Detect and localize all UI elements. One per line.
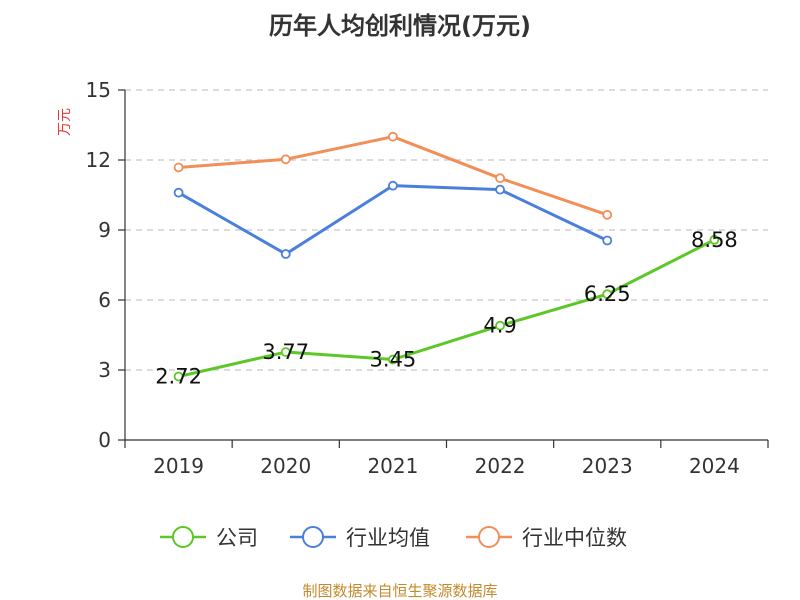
data-point[interactable] [495,320,505,331]
series-3 [173,131,613,220]
data-label: 6.25 [584,282,631,306]
y-tick-label: 15 [86,78,111,102]
series-line [177,184,609,256]
legend-label: 公司 [216,526,258,550]
legend: 公司 行业均值 行业中位数 [160,526,627,550]
legend-item[interactable]: 行业中位数 [466,526,627,550]
x-tick-label: 2020 [260,454,311,478]
data-point[interactable] [388,180,398,191]
data-point[interactable] [602,289,613,300]
data-point[interactable] [280,347,291,357]
y-axis-label: 万元 [57,108,73,136]
series-line [177,238,716,379]
data-labels: 2.72 3.77 3.45 4.9 6.25 8.58 [155,228,738,389]
grid-lines [125,89,768,371]
legend-label: 行业中位数 [522,526,627,550]
data-point[interactable] [495,184,505,195]
x-tick-label: 2022 [475,454,526,478]
legend-item[interactable]: 行业均值 [290,526,430,550]
data-point[interactable] [173,187,184,198]
series-2 [173,180,613,259]
legend-circle-marker [172,526,194,548]
x-tick-label: 2021 [367,454,418,478]
y-tick-label: 3 [98,358,111,382]
data-point[interactable] [602,209,613,220]
data-label: 3.45 [370,348,417,372]
data-label: 3.77 [262,340,309,364]
series-line [177,135,609,217]
data-point[interactable] [388,354,398,365]
series-1 [173,234,720,382]
data-point[interactable] [495,173,505,184]
data-point[interactable] [388,131,398,142]
legend-item[interactable]: 公司 [160,526,258,550]
data-point[interactable] [173,371,184,382]
legend-label: 行业均值 [346,526,430,550]
legend-circle-marker [302,526,324,548]
x-tick-label: 2024 [689,454,740,478]
y-tick-label: 0 [98,428,111,452]
legend-circle-marker [478,526,500,548]
x-tick-label: 2019 [153,454,204,478]
data-label: 4.9 [483,314,516,338]
data-label: 2.72 [155,365,202,389]
data-point[interactable] [280,249,291,259]
footer-source-text: 制图数据来自恒生聚源数据库 [302,582,497,600]
y-tick-label: 9 [98,218,111,242]
y-tick-label: 6 [98,288,111,312]
axes: 0 3 6 9 12 15 2019 2020 2021 2022 2023 2024 [86,78,769,478]
series-group [173,131,720,382]
chart-title: 历年人均创利情况(万元) [269,12,531,40]
data-point[interactable] [280,154,291,165]
data-label: 8.58 [691,228,738,252]
data-point[interactable] [709,234,720,245]
y-tick-label: 12 [86,148,111,172]
data-point[interactable] [173,162,184,173]
data-point[interactable] [602,235,613,246]
x-tick-label: 2023 [582,454,633,478]
